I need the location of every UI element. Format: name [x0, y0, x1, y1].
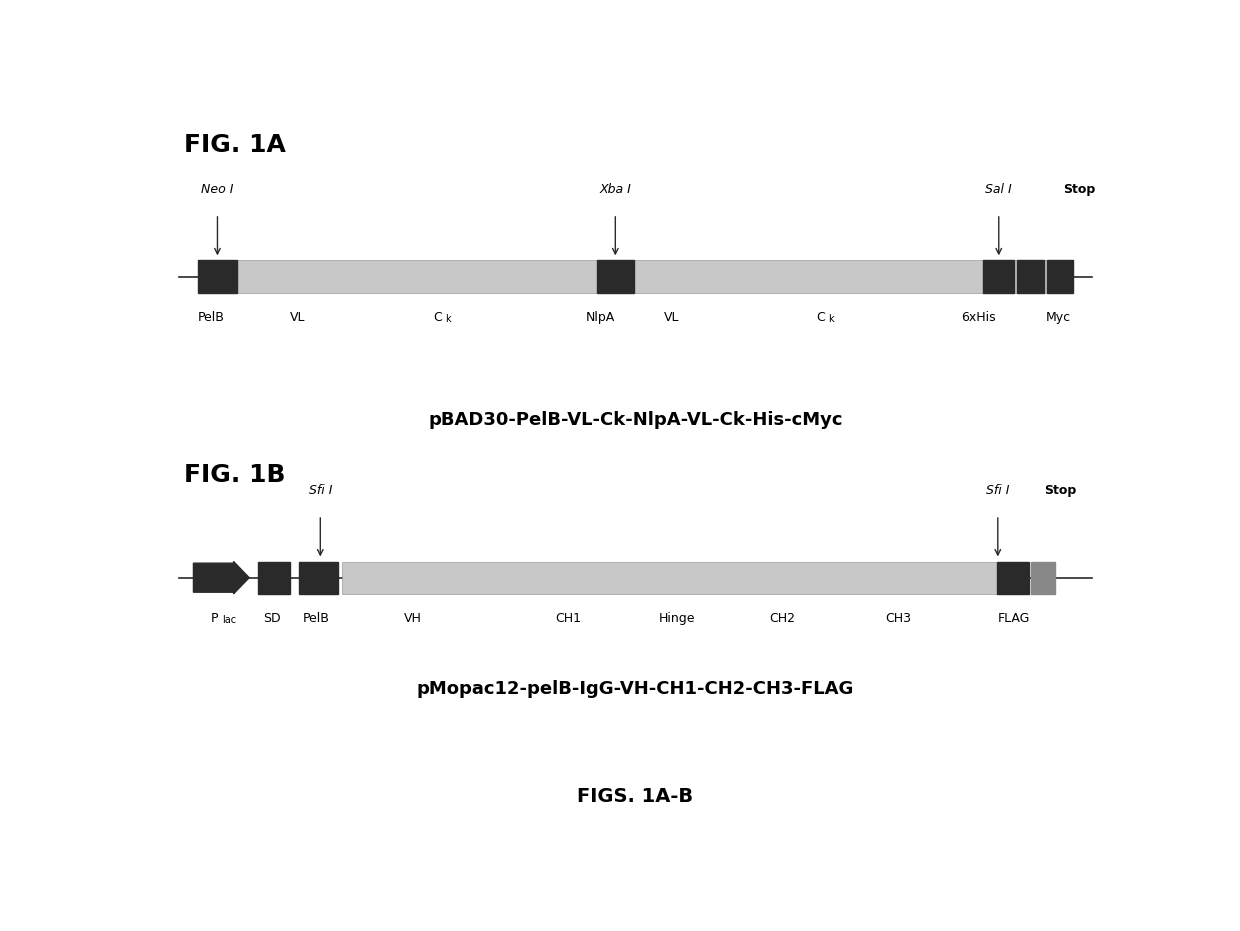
Bar: [997, 561, 1028, 594]
Text: C: C: [434, 311, 443, 324]
Text: VL: VL: [665, 311, 680, 324]
Text: PelB: PelB: [303, 612, 330, 625]
Text: FIG. 1B: FIG. 1B: [184, 463, 285, 487]
Bar: [1047, 261, 1073, 292]
Text: Stop: Stop: [1064, 183, 1096, 196]
Text: pBAD30-PelB-VL-Ck-NlpA-VL-Ck-His-cMyc: pBAD30-PelB-VL-Ck-NlpA-VL-Ck-His-cMyc: [428, 411, 843, 429]
Text: k: k: [828, 315, 833, 324]
Text: FIG. 1A: FIG. 1A: [184, 133, 285, 157]
Bar: [342, 561, 1016, 594]
Text: Sfi I: Sfi I: [986, 484, 1009, 497]
Text: C: C: [816, 311, 825, 324]
Text: Xba I: Xba I: [599, 183, 631, 196]
Text: PelB: PelB: [197, 311, 224, 324]
Text: NlpA: NlpA: [585, 311, 615, 324]
Bar: [198, 261, 1073, 292]
Text: Hinge: Hinge: [658, 612, 696, 625]
Text: FIGS. 1A-B: FIGS. 1A-B: [578, 787, 693, 806]
Bar: [983, 261, 1014, 292]
Polygon shape: [193, 561, 249, 594]
Text: SD: SD: [263, 612, 281, 625]
Text: P: P: [211, 612, 218, 625]
Bar: [198, 261, 237, 292]
Text: lac: lac: [222, 615, 237, 626]
Bar: [1017, 261, 1044, 292]
Text: Stop: Stop: [1044, 484, 1076, 497]
Text: Sfi I: Sfi I: [309, 484, 332, 497]
Text: 6xHis: 6xHis: [961, 311, 996, 324]
Bar: [258, 561, 290, 594]
Text: pMopac12-pelB-IgG-VH-CH1-CH2-CH3-FLAG: pMopac12-pelB-IgG-VH-CH1-CH2-CH3-FLAG: [417, 680, 854, 698]
Text: Neo I: Neo I: [201, 183, 233, 196]
Text: CH2: CH2: [770, 612, 796, 625]
Text: FLAG: FLAG: [998, 612, 1030, 625]
Text: Myc: Myc: [1045, 311, 1071, 324]
Bar: [299, 561, 337, 594]
Bar: [1032, 561, 1055, 594]
Text: VH: VH: [403, 612, 422, 625]
Bar: [596, 261, 634, 292]
Text: CH3: CH3: [885, 612, 911, 625]
Text: CH1: CH1: [556, 612, 582, 625]
Text: VL: VL: [289, 311, 305, 324]
Text: k: k: [445, 315, 451, 324]
Text: Sal I: Sal I: [986, 183, 1012, 196]
